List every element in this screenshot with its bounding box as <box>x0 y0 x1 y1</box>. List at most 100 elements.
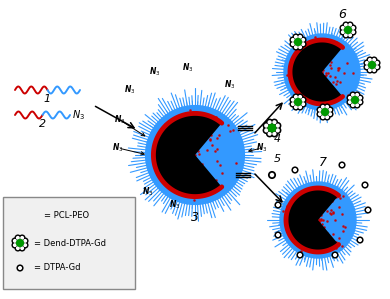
Circle shape <box>300 97 306 103</box>
Circle shape <box>347 33 353 38</box>
Circle shape <box>268 124 276 132</box>
Circle shape <box>343 33 349 38</box>
Circle shape <box>270 173 273 176</box>
Circle shape <box>345 27 351 33</box>
Circle shape <box>268 121 271 124</box>
Wedge shape <box>290 40 342 104</box>
Circle shape <box>328 112 333 117</box>
Text: 4: 4 <box>273 134 280 144</box>
Circle shape <box>345 24 347 26</box>
Text: 7: 7 <box>319 156 327 169</box>
Circle shape <box>369 62 376 68</box>
FancyBboxPatch shape <box>3 197 135 289</box>
Circle shape <box>294 46 297 48</box>
Circle shape <box>299 106 301 109</box>
Circle shape <box>299 254 301 256</box>
Circle shape <box>329 113 332 115</box>
Circle shape <box>15 245 21 251</box>
Circle shape <box>298 104 303 110</box>
Circle shape <box>355 103 360 108</box>
Text: N$_3$: N$_3$ <box>149 66 161 78</box>
Circle shape <box>292 167 298 173</box>
Text: N$_3$: N$_3$ <box>256 142 268 154</box>
Circle shape <box>268 132 271 135</box>
Circle shape <box>21 237 23 239</box>
Circle shape <box>332 252 338 258</box>
Circle shape <box>12 242 18 248</box>
Text: 1: 1 <box>44 94 51 104</box>
Circle shape <box>371 68 377 73</box>
Circle shape <box>347 22 353 28</box>
Circle shape <box>271 131 277 137</box>
Circle shape <box>19 267 21 269</box>
Circle shape <box>24 244 27 246</box>
Circle shape <box>364 60 370 65</box>
Circle shape <box>280 182 356 258</box>
Circle shape <box>14 239 16 242</box>
Circle shape <box>376 62 378 64</box>
Circle shape <box>322 109 328 115</box>
Circle shape <box>351 25 356 30</box>
Circle shape <box>20 235 25 240</box>
Circle shape <box>284 34 360 110</box>
Circle shape <box>367 57 372 62</box>
Circle shape <box>263 127 269 133</box>
Circle shape <box>20 245 25 251</box>
Wedge shape <box>153 113 222 197</box>
Circle shape <box>293 104 299 110</box>
Text: = Dend-DTPA-Gd: = Dend-DTPA-Gd <box>34 239 106 248</box>
Circle shape <box>267 131 273 137</box>
Text: 6: 6 <box>338 8 346 21</box>
Text: N$_3$: N$_3$ <box>142 186 154 198</box>
Circle shape <box>263 123 269 129</box>
Circle shape <box>352 27 355 29</box>
Circle shape <box>347 100 353 105</box>
Circle shape <box>265 124 268 127</box>
Circle shape <box>275 127 281 133</box>
Circle shape <box>300 101 306 107</box>
Text: N$_3$: N$_3$ <box>182 62 194 74</box>
Circle shape <box>292 99 294 101</box>
Circle shape <box>328 107 333 112</box>
Circle shape <box>298 34 303 39</box>
Text: N$_3$: N$_3$ <box>72 108 85 122</box>
Circle shape <box>275 202 281 208</box>
Circle shape <box>302 43 305 45</box>
Circle shape <box>292 43 294 45</box>
Circle shape <box>374 65 380 70</box>
Wedge shape <box>286 188 339 252</box>
Circle shape <box>275 232 281 238</box>
Circle shape <box>364 65 370 70</box>
Circle shape <box>294 96 297 98</box>
Circle shape <box>294 36 297 38</box>
Circle shape <box>320 115 326 120</box>
Circle shape <box>369 69 371 71</box>
Circle shape <box>277 234 279 236</box>
Text: N$_3$: N$_3$ <box>169 199 181 211</box>
Text: = DTPA-Gd: = DTPA-Gd <box>34 263 80 272</box>
Text: 3: 3 <box>191 211 199 224</box>
Circle shape <box>290 37 296 42</box>
Circle shape <box>300 42 306 47</box>
Circle shape <box>343 22 349 28</box>
Circle shape <box>339 162 345 168</box>
Circle shape <box>290 97 296 103</box>
Circle shape <box>265 129 268 132</box>
Circle shape <box>271 119 277 125</box>
Circle shape <box>367 68 372 73</box>
Circle shape <box>358 95 363 100</box>
Circle shape <box>302 39 305 41</box>
Circle shape <box>17 239 23 246</box>
Circle shape <box>364 184 366 186</box>
Circle shape <box>349 34 351 36</box>
Circle shape <box>350 103 356 108</box>
Text: 5: 5 <box>273 154 280 164</box>
Text: 2: 2 <box>39 119 46 129</box>
Circle shape <box>277 124 279 127</box>
Circle shape <box>326 106 328 108</box>
Circle shape <box>358 100 363 105</box>
Circle shape <box>299 96 301 98</box>
Circle shape <box>269 172 275 179</box>
Circle shape <box>359 101 362 103</box>
Circle shape <box>299 46 301 48</box>
